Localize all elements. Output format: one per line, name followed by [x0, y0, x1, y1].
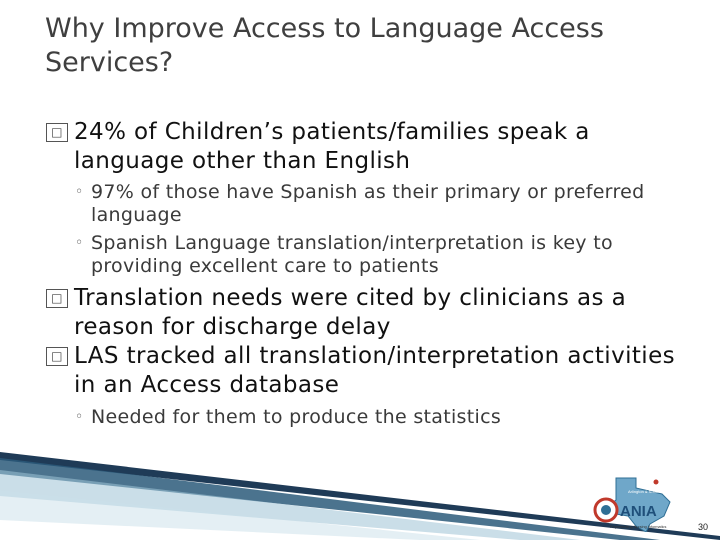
bullet-text: LAS tracked all translation/interpretati…: [74, 343, 676, 398]
page-number: 30: [697, 522, 708, 532]
decorative-swoosh: [0, 452, 720, 540]
circle-bullet-icon: ◦: [75, 235, 84, 251]
bullet-text: Translation needs were cited by clinicia…: [74, 285, 627, 340]
bullet-text: 24% of Children’s patients/families spea…: [74, 119, 590, 174]
logo-wordmark: ANIA: [620, 503, 657, 520]
sub-bullet-text: Needed for them to produce the statistic…: [91, 406, 502, 428]
sub-bullet-item: ◦ Spanish Language translation/interpret…: [45, 232, 685, 278]
sub-bullet-text: Spanish Language translation/interpretat…: [91, 232, 613, 277]
checkbox-bullet-icon: □: [46, 123, 68, 142]
circle-bullet-icon: ◦: [75, 409, 84, 425]
logo-top-text: Arlington & Southside: [628, 489, 667, 494]
sub-bullet-text: 97% of those have Spanish as their prima…: [91, 181, 645, 226]
circle-bullet-icon: ◦: [75, 184, 84, 200]
logo-tagline: Representing Nursing Informatics: [610, 525, 666, 529]
sub-bullet-item: ◦ Needed for them to produce the statist…: [45, 406, 685, 429]
bullet-item-3: □ LAS tracked all translation/interpreta…: [45, 342, 685, 400]
bullet-list: □ 24% of Children’s patients/families sp…: [45, 118, 685, 429]
bullet-item-2: □ Translation needs were cited by clinic…: [45, 284, 685, 342]
star-icon: [653, 479, 659, 485]
slide-title: Why Improve Access to Language Access Se…: [45, 13, 604, 78]
ania-logo: Arlington & Southside ANIA Representing …: [592, 476, 702, 533]
bullet-item-1: □ 24% of Children’s patients/families sp…: [45, 118, 685, 176]
sub-bullet-item: ◦ 97% of those have Spanish as their pri…: [45, 181, 685, 227]
checkbox-bullet-icon: □: [46, 289, 68, 308]
checkbox-bullet-icon: □: [46, 347, 68, 366]
